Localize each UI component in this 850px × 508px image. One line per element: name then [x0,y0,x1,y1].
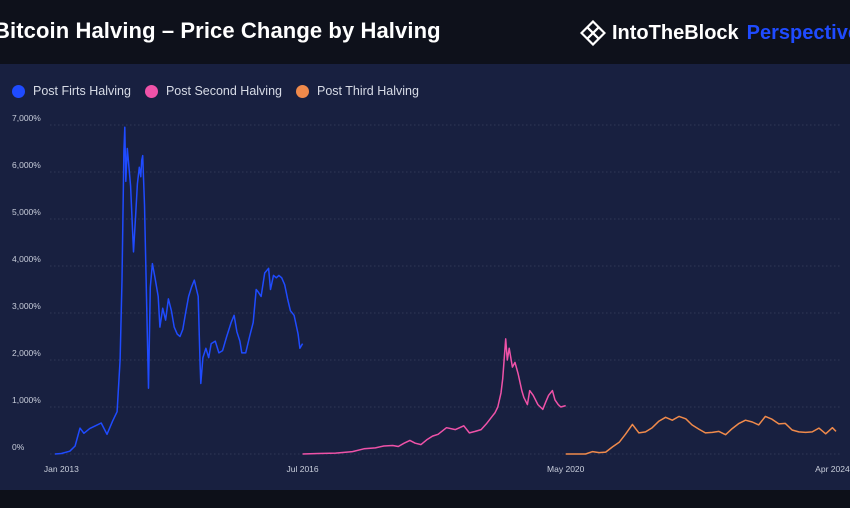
legend-label: Post Third Halving [317,84,419,98]
legend-label: Post Second Halving [165,84,282,98]
series-line-3 [565,415,837,455]
y-tick-label: 5,000% [12,207,41,217]
chart-lines [54,126,837,455]
series-line-1 [54,126,304,455]
intotheblock-logo-icon [580,20,606,46]
series-line-2 [302,338,566,455]
footer-bar [0,490,850,508]
legend-item: Post Third Halving [296,84,419,98]
line-chart: 0% 1,000% 2,000% 3,000% 4,000% 5,000% 6,000% 7,… [12,113,850,474]
chart-title: Bitcoin Halving – Price Change by Halvin… [0,18,441,43]
legend-label: Post Firts Halving [33,84,131,98]
legend-item: Post Firts Halving [12,84,131,98]
chart-legend: Post Firts Halving Post Second Halving Pos… [12,84,433,98]
chart-panel [0,64,850,490]
header-bar: Bitcoin Halving – Price Change by Halvin… [0,0,850,64]
x-tick-label: May 2020 [547,464,585,474]
legend-item: Post Second Halving [144,84,282,98]
y-tick-label: 2,000% [12,348,41,358]
y-tick-label: 1,000% [12,395,41,405]
x-tick-label: Jan 2013 [44,464,79,474]
y-tick-label: 3,000% [12,301,41,311]
x-tick-label: Apr 2024 [815,464,850,474]
legend-dot-icon [12,84,25,98]
x-tick-label: Jul 2016 [286,464,318,474]
brand-name: IntoTheBlock [612,21,739,44]
legend-dot-icon [296,84,309,98]
x-axis-ticks: Jan 2013 Jul 2016 May 2020 Apr 2024 [44,464,850,474]
y-tick-label: 6,000% [12,160,41,170]
y-tick-label: 4,000% [12,254,41,264]
brand-tagline: Perspectives [746,21,850,44]
y-tick-label: 0% [12,442,25,452]
legend-dot-icon [144,84,158,98]
y-tick-label: 7,000% [12,113,41,123]
y-axis-ticks: 0% 1,000% 2,000% 3,000% 4,000% 5,000% 6,000% 7,… [12,113,41,452]
brand: IntoTheBlock Perspectives [580,18,850,48]
chart-grid [50,124,842,455]
